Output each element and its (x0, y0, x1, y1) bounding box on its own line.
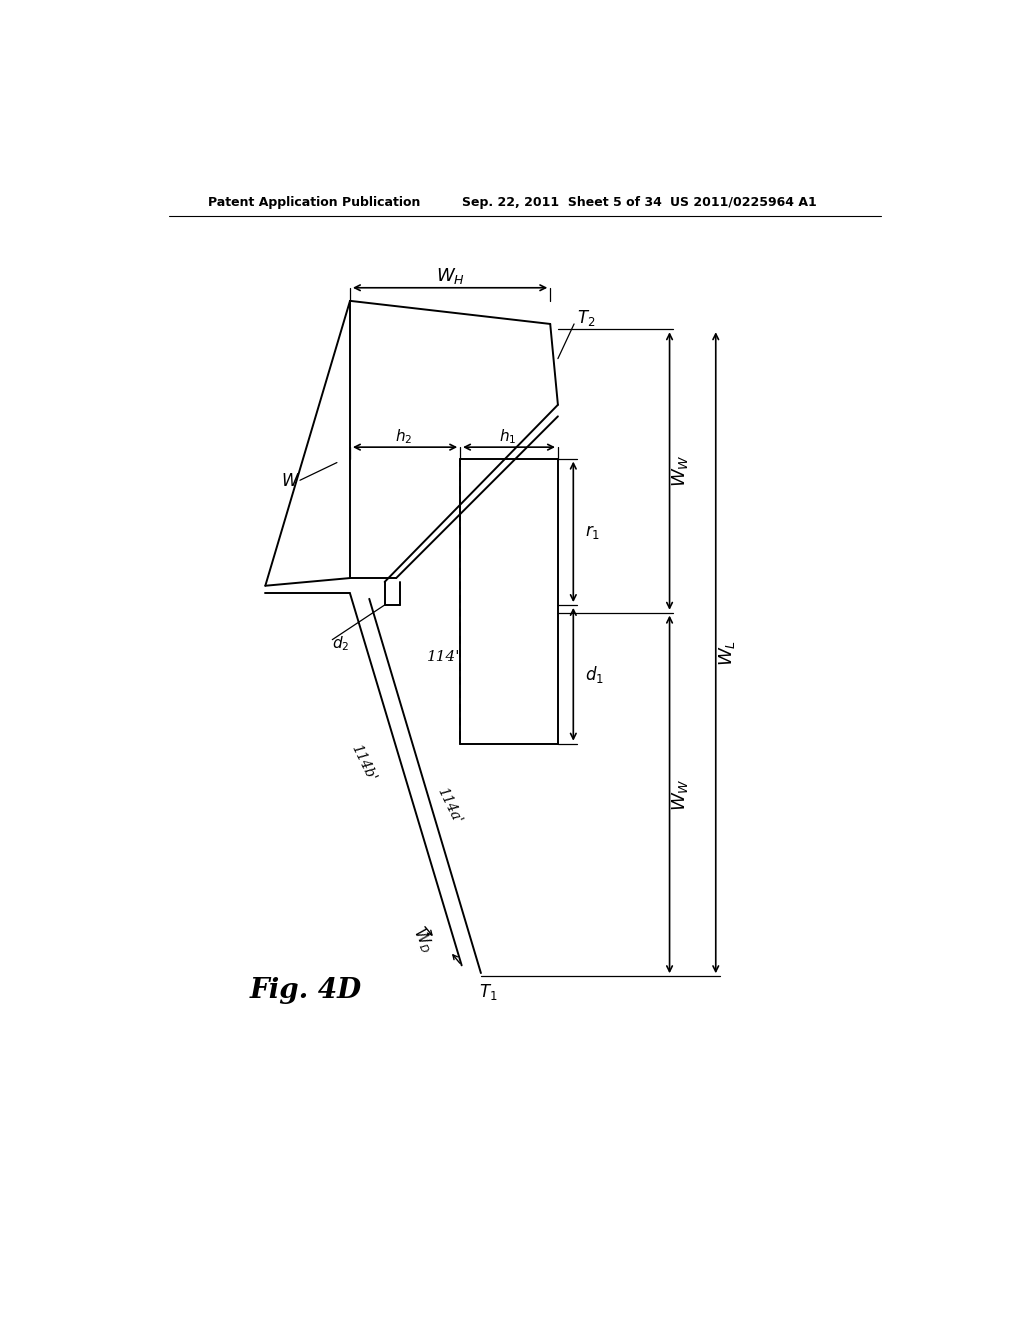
Text: 114b': 114b' (348, 742, 378, 784)
Text: 114a': 114a' (435, 784, 464, 826)
Text: $h_1$: $h_1$ (499, 428, 516, 446)
Text: $W_H$: $W_H$ (435, 267, 465, 286)
Text: US 2011/0225964 A1: US 2011/0225964 A1 (670, 195, 816, 209)
Text: $d_2$: $d_2$ (333, 634, 349, 653)
Text: $W_D$: $W_D$ (410, 925, 437, 956)
Text: $h_2$: $h_2$ (395, 428, 413, 446)
Text: 114': 114' (427, 651, 461, 664)
Text: $W_L$: $W_L$ (717, 640, 736, 665)
Text: $r_1$: $r_1$ (585, 523, 600, 541)
Text: $d_1$: $d_1$ (585, 664, 604, 685)
Text: Patent Application Publication: Patent Application Publication (208, 195, 420, 209)
Text: $W_W$: $W_W$ (671, 777, 690, 810)
Text: $T_1$: $T_1$ (478, 982, 497, 1002)
Text: Sep. 22, 2011  Sheet 5 of 34: Sep. 22, 2011 Sheet 5 of 34 (462, 195, 662, 209)
Text: $W_W$: $W_W$ (671, 454, 690, 487)
Text: $T_2$: $T_2$ (578, 308, 596, 327)
Text: Fig. 4D: Fig. 4D (250, 977, 362, 1003)
Text: $W$: $W$ (282, 474, 300, 490)
